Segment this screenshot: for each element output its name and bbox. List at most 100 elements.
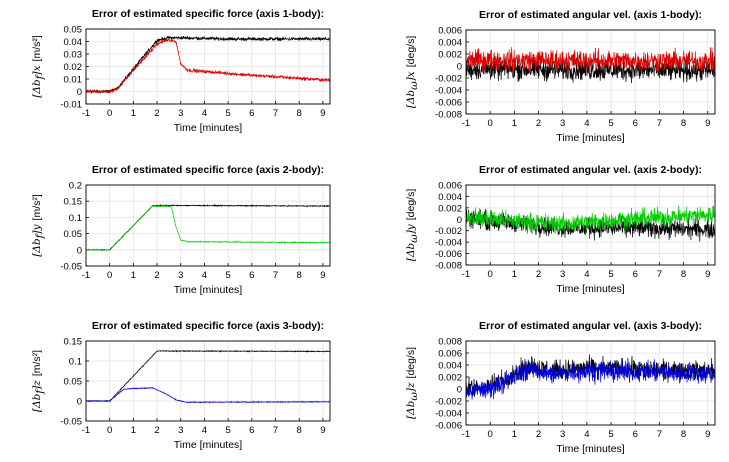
x-tick-label: 1 bbox=[131, 425, 136, 436]
x-tick-label: 4 bbox=[202, 425, 207, 436]
y-label-axis: ]x bbox=[31, 65, 43, 76]
y-label-symbol: [Δb bbox=[31, 393, 43, 412]
y-tick-label: -0.05 bbox=[60, 262, 82, 273]
x-tick-label: 9 bbox=[320, 108, 325, 119]
y-tick-label: 0.1 bbox=[69, 357, 82, 368]
series-line-2 bbox=[466, 47, 715, 74]
x-tick-label: 2 bbox=[536, 269, 541, 280]
x-tick-label: -1 bbox=[462, 269, 470, 280]
series-line-2 bbox=[86, 387, 330, 404]
x-tick-label: -1 bbox=[82, 108, 90, 119]
x-tick-label: 8 bbox=[681, 429, 686, 440]
y-axis-label: [Δbf]x [m/s²] bbox=[31, 35, 46, 98]
x-tick-label: 2 bbox=[154, 270, 159, 281]
x-tick-label: -1 bbox=[82, 270, 90, 281]
series-line-1 bbox=[86, 203, 330, 252]
y-axis-label: [Δbω]x [deg/s] bbox=[405, 36, 420, 109]
y-label-unit: [m/s²] bbox=[31, 194, 43, 220]
y-tick-label: 0.002 bbox=[438, 373, 462, 384]
x-tick-label: 4 bbox=[202, 108, 207, 119]
x-tick-label: 7 bbox=[657, 269, 662, 280]
y-tick-label: -0.004 bbox=[435, 409, 462, 420]
x-tick-label: 9 bbox=[705, 429, 710, 440]
x-tick-label: 8 bbox=[297, 108, 302, 119]
y-label-symbol: [Δb bbox=[405, 400, 417, 419]
x-tick-label: 3 bbox=[560, 269, 565, 280]
y-tick-label: -0.004 bbox=[435, 86, 462, 97]
x-tick-label: 9 bbox=[320, 270, 325, 281]
y-tick-label: 0 bbox=[457, 215, 462, 226]
y-tick-label: 0.01 bbox=[64, 75, 83, 86]
axes-frame bbox=[465, 340, 716, 426]
y-axis-label: [Δbf]z [m/s²] bbox=[31, 350, 46, 412]
y-tick-label: 0.05 bbox=[64, 25, 83, 36]
y-label-unit: [m/s²] bbox=[31, 35, 43, 61]
y-tick-label: 0.15 bbox=[64, 337, 83, 348]
x-axis-label: Time [minutes] bbox=[556, 132, 625, 144]
y-tick-label: 0.004 bbox=[438, 192, 462, 203]
y-label-axis: ]y bbox=[405, 223, 417, 235]
y-tick-label: 0.006 bbox=[438, 26, 462, 37]
y-tick-label: 0.1 bbox=[69, 213, 82, 224]
y-tick-label: -0.006 bbox=[435, 421, 462, 432]
y-tick-label: 0 bbox=[77, 87, 82, 98]
x-tick-label: -1 bbox=[462, 429, 470, 440]
series-line-2 bbox=[466, 356, 715, 400]
x-axis-label: Time [minutes] bbox=[174, 439, 243, 451]
x-tick-label: 9 bbox=[705, 118, 710, 129]
y-tick-label: -0.01 bbox=[60, 100, 82, 111]
y-tick-label: 0.002 bbox=[438, 203, 462, 214]
x-tick-label: 4 bbox=[584, 118, 589, 129]
axes-frame bbox=[465, 184, 716, 266]
y-label-subscript: ω bbox=[408, 81, 420, 90]
y-label-subscript: f bbox=[34, 388, 46, 395]
x-tick-label: 5 bbox=[608, 429, 613, 440]
subplot-2: Error of estimated angular vel. (axis 1-… bbox=[405, 9, 716, 144]
y-tick-label: 0.006 bbox=[438, 181, 462, 192]
y-tick-label: 0 bbox=[77, 245, 82, 256]
x-tick-label: 5 bbox=[225, 425, 230, 436]
y-tick-label: -0.006 bbox=[435, 249, 462, 260]
y-tick-label: 0.2 bbox=[69, 181, 82, 192]
y-tick-label: 0.004 bbox=[438, 361, 462, 372]
x-axis-label: Time [minutes] bbox=[174, 284, 243, 296]
y-label-subscript: f bbox=[34, 73, 46, 80]
x-tick-label: 9 bbox=[705, 269, 710, 280]
y-tick-label: -0.008 bbox=[435, 110, 462, 121]
x-tick-label: 7 bbox=[657, 118, 662, 129]
subplot-title: Error of estimated specific force (axis … bbox=[92, 8, 324, 20]
x-tick-label: 0 bbox=[488, 429, 493, 440]
series-line-1 bbox=[466, 56, 715, 84]
x-tick-label: 0 bbox=[488, 118, 493, 129]
x-tick-label: 5 bbox=[608, 269, 613, 280]
series-line-2 bbox=[466, 205, 715, 235]
x-tick-label: 6 bbox=[249, 425, 254, 436]
y-label-subscript: ω bbox=[408, 234, 420, 243]
x-tick-label: 1 bbox=[512, 118, 517, 129]
x-tick-label: 7 bbox=[273, 270, 278, 281]
y-label-unit: [m/s²] bbox=[31, 350, 43, 376]
axes-frame bbox=[465, 29, 716, 115]
x-tick-label: 7 bbox=[273, 108, 278, 119]
y-tick-label: 0.05 bbox=[64, 229, 83, 240]
x-tick-label: 5 bbox=[608, 118, 613, 129]
y-axis-label: [Δbω]z [deg/s] bbox=[405, 347, 420, 419]
y-tick-label: 0 bbox=[77, 397, 82, 408]
subplot-title: Error of estimated specific force (axis … bbox=[92, 320, 324, 332]
y-tick-label: 0.006 bbox=[438, 349, 462, 360]
x-tick-label: 2 bbox=[536, 429, 541, 440]
x-tick-label: 0 bbox=[488, 269, 493, 280]
y-label-unit: [deg/s] bbox=[405, 189, 417, 221]
x-tick-label: -1 bbox=[462, 118, 470, 129]
x-tick-label: 8 bbox=[297, 270, 302, 281]
y-tick-label: 0.008 bbox=[438, 337, 462, 348]
x-tick-label: 2 bbox=[154, 425, 159, 436]
subplot-6: Error of estimated angular vel. (axis 3-… bbox=[405, 320, 716, 455]
x-tick-label: 5 bbox=[225, 270, 230, 281]
y-label-unit: [deg/s] bbox=[405, 36, 417, 68]
subplot-3: Error of estimated specific force (axis … bbox=[31, 164, 331, 296]
x-tick-label: 1 bbox=[512, 429, 517, 440]
x-tick-label: 4 bbox=[584, 429, 589, 440]
y-label-axis: ]x bbox=[405, 71, 417, 82]
